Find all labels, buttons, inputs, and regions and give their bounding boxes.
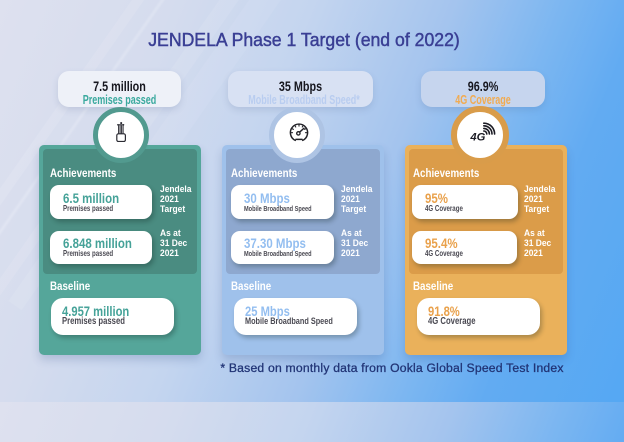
svg-text:4G: 4G	[469, 131, 485, 142]
